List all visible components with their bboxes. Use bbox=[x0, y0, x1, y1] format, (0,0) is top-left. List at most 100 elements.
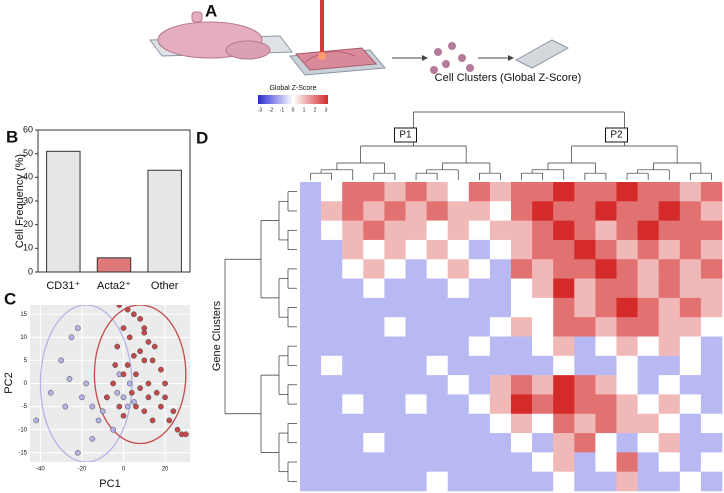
heatmap-cell bbox=[321, 394, 343, 415]
heatmap-cell bbox=[363, 413, 385, 434]
heatmap-cell bbox=[700, 452, 723, 472]
heatmap-cell bbox=[637, 336, 659, 357]
heatmap-cell bbox=[616, 220, 638, 241]
heatmap-cell bbox=[679, 336, 702, 357]
y-tick-label: -15 bbox=[18, 450, 27, 456]
cluster-box bbox=[394, 127, 417, 143]
heatmap-cell bbox=[595, 239, 617, 260]
scatter-point bbox=[141, 357, 148, 364]
scatter-point bbox=[120, 325, 127, 331]
heatmap-cell bbox=[447, 471, 470, 492]
heatmap-cell bbox=[342, 471, 364, 492]
heatmap-cell bbox=[426, 259, 448, 279]
heatmap-cell bbox=[342, 297, 364, 318]
heatmap-cell bbox=[595, 220, 617, 241]
heatmap-cell bbox=[363, 239, 385, 260]
heatmap-cell bbox=[511, 201, 533, 221]
heatmap-cell bbox=[553, 375, 575, 395]
bar bbox=[147, 169, 182, 273]
scatter-point bbox=[89, 403, 96, 410]
heatmap-cell bbox=[426, 336, 448, 357]
cluster-label: P1 bbox=[399, 130, 412, 141]
heatmap-cell bbox=[468, 413, 491, 434]
heatmap-cell bbox=[342, 259, 364, 279]
heatmap-cell bbox=[574, 433, 596, 453]
panel-letter: B bbox=[6, 127, 18, 146]
heatmap-cell bbox=[384, 452, 406, 472]
heatmap-cell bbox=[616, 471, 638, 492]
scatter-point bbox=[116, 305, 123, 308]
illustration bbox=[149, 0, 570, 76]
heatmap-cell bbox=[468, 452, 491, 472]
heatmap-cell bbox=[489, 375, 512, 395]
x-tick-label: 20 bbox=[162, 467, 169, 473]
heatmap-cell bbox=[553, 278, 575, 299]
heatmap-cell bbox=[637, 201, 659, 221]
heatmap-cell bbox=[637, 297, 659, 318]
heatmap-cell bbox=[405, 355, 427, 376]
heatmap-cell bbox=[553, 433, 575, 453]
heatmap-cell bbox=[405, 375, 427, 395]
heatmap-cell bbox=[384, 375, 406, 395]
y-tick-label: -5 bbox=[22, 404, 28, 410]
heatmap-cell bbox=[679, 394, 702, 415]
heatmap-cell bbox=[489, 355, 512, 376]
heatmap-cell bbox=[405, 201, 427, 221]
heatmap-cell bbox=[637, 413, 659, 434]
y-tick-label: 40 bbox=[23, 172, 33, 182]
scatter-point bbox=[166, 417, 173, 424]
scatter-point bbox=[33, 417, 40, 424]
heatmap-cell bbox=[616, 375, 638, 395]
heatmap-cell bbox=[468, 433, 491, 453]
heatmap-cell bbox=[489, 297, 512, 318]
heatmap-cell bbox=[468, 278, 491, 299]
heatmap-cell bbox=[384, 317, 406, 337]
heatmap-cell bbox=[363, 182, 385, 202]
heatmap-cell bbox=[532, 182, 554, 202]
heatmap-cell bbox=[447, 297, 470, 318]
heatmap-cell bbox=[574, 239, 596, 260]
heatmap-cell bbox=[300, 317, 322, 337]
heatmap-cell bbox=[321, 278, 343, 299]
heatmap-cell bbox=[447, 239, 470, 260]
heatmap-cell bbox=[574, 413, 596, 434]
heatmap-cell bbox=[363, 259, 385, 279]
scatter-point bbox=[133, 403, 139, 410]
scatter-point bbox=[137, 385, 143, 391]
scatter-point bbox=[110, 380, 116, 387]
heatmap-cell bbox=[511, 239, 533, 260]
heatmap-cell bbox=[616, 317, 638, 337]
heatmap-cell bbox=[532, 317, 554, 337]
heatmap-cell bbox=[447, 259, 470, 279]
heatmap-cell bbox=[532, 297, 554, 318]
heatmap-cell bbox=[658, 259, 681, 279]
heatmap-cell bbox=[637, 259, 659, 279]
y-tick-label: 20 bbox=[23, 219, 33, 229]
heatmap-cell bbox=[553, 413, 575, 434]
scatter-point bbox=[128, 389, 135, 396]
heatmap-cell bbox=[553, 336, 575, 357]
heatmap-cell bbox=[595, 433, 617, 453]
scatter-point bbox=[149, 417, 156, 424]
heatmap-cell bbox=[532, 220, 554, 241]
heatmap-cell bbox=[679, 375, 702, 395]
heatmap-cell bbox=[426, 471, 448, 492]
heatmap-cell bbox=[384, 433, 406, 453]
heatmap-cell bbox=[616, 452, 638, 472]
heatmap-cell bbox=[405, 336, 427, 357]
x-axis-label: PC1 bbox=[99, 478, 120, 490]
heatmap-cell bbox=[658, 239, 681, 260]
plot-area bbox=[30, 305, 190, 462]
heatmap-cell bbox=[300, 182, 322, 202]
heatmap-cell bbox=[637, 355, 659, 376]
heatmap-cell bbox=[658, 278, 681, 299]
heatmap-cell bbox=[321, 297, 343, 318]
heatmap-cell bbox=[700, 433, 723, 453]
heatmap-cell bbox=[700, 471, 723, 492]
heatmap-cell bbox=[468, 375, 491, 395]
heatmap-cell bbox=[637, 239, 659, 260]
heatmap-cell bbox=[447, 452, 470, 472]
heatmap-cell bbox=[321, 471, 343, 492]
scatter-point bbox=[141, 408, 148, 415]
heatmap-cell bbox=[700, 375, 723, 395]
